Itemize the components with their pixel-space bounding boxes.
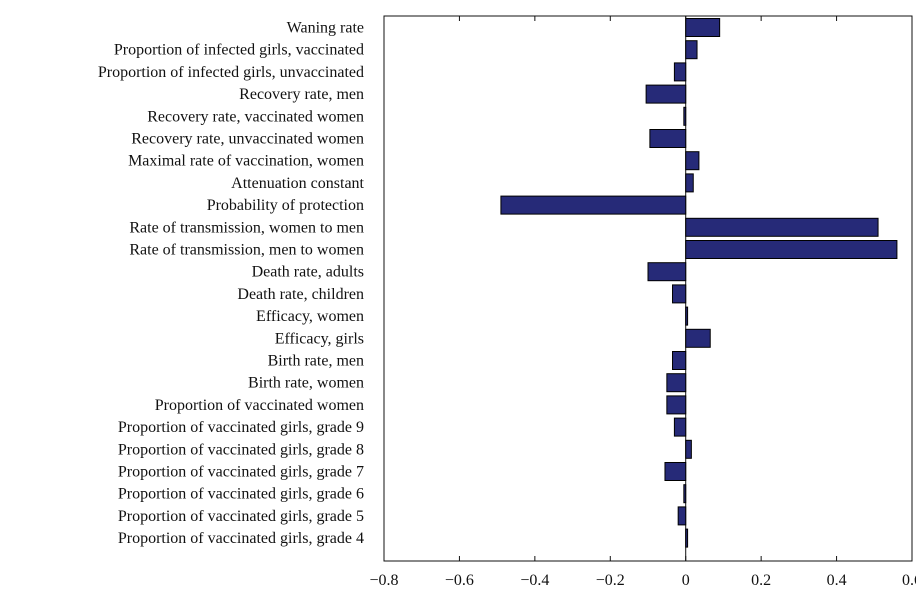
x-axis-ticks: −0.8 −0.6 −0.4 −0.2 0 0.2 0.4 0.6 bbox=[369, 16, 916, 589]
category-label: Proportion of vaccinated girls, grade 5 bbox=[118, 508, 364, 525]
bar bbox=[666, 373, 687, 393]
category-label: Proportion of vaccinated women bbox=[155, 397, 364, 414]
category-label: Death rate, adults bbox=[252, 264, 364, 281]
category-label: Attenuation constant bbox=[231, 175, 364, 192]
bar bbox=[645, 84, 687, 104]
bar bbox=[685, 306, 689, 326]
x-tick-label: −0.4 bbox=[520, 572, 549, 589]
bar-group bbox=[500, 18, 898, 548]
category-label: Proportion of vaccinated girls, grade 4 bbox=[118, 530, 364, 547]
bar bbox=[685, 328, 711, 348]
bar bbox=[672, 284, 687, 304]
category-label: Probability of protection bbox=[207, 197, 364, 214]
x-tick-label: 0.2 bbox=[751, 572, 771, 589]
x-tick-label: −0.8 bbox=[369, 572, 398, 589]
bar bbox=[685, 217, 879, 237]
category-label: Rate of transmission, women to men bbox=[129, 219, 364, 236]
category-label: Proportion of vaccinated girls, grade 9 bbox=[118, 419, 364, 436]
bar bbox=[666, 395, 687, 415]
category-label: Proportion of vaccinated girls, grade 6 bbox=[118, 486, 364, 503]
bar bbox=[685, 151, 700, 171]
bar bbox=[647, 262, 687, 282]
bar bbox=[685, 240, 898, 259]
category-label: Death rate, children bbox=[237, 286, 364, 303]
x-tick-label: 0.4 bbox=[827, 572, 847, 589]
bar bbox=[677, 506, 687, 526]
x-tick-label: 0 bbox=[682, 572, 690, 589]
category-label: Recovery rate, men bbox=[239, 86, 364, 103]
bar bbox=[673, 417, 687, 437]
bar bbox=[500, 195, 687, 215]
bar bbox=[685, 528, 689, 548]
bar bbox=[683, 106, 687, 126]
x-tick-label: −0.2 bbox=[596, 572, 625, 589]
category-label: Proportion of infected girls, vaccinated bbox=[114, 42, 364, 59]
bar bbox=[673, 62, 687, 82]
category-label: Efficacy, girls bbox=[275, 330, 364, 347]
bar bbox=[672, 351, 687, 370]
bar bbox=[649, 129, 687, 148]
category-label: Efficacy, women bbox=[256, 308, 364, 325]
plot-frame bbox=[383, 15, 913, 562]
x-tick-label: 0.6 bbox=[902, 572, 916, 589]
category-label: Birth rate, men bbox=[268, 353, 364, 370]
category-label: Proportion of infected girls, unvaccinat… bbox=[98, 64, 364, 81]
bar bbox=[664, 462, 687, 481]
category-label: Recovery rate, vaccinated women bbox=[147, 108, 364, 125]
bar bbox=[685, 173, 694, 193]
category-label: Birth rate, women bbox=[248, 375, 364, 392]
category-label-group: Waning rate Proportion of infected girls,… bbox=[98, 20, 365, 548]
category-label: Recovery rate, unvaccinated women bbox=[131, 131, 364, 148]
x-tick-label: −0.6 bbox=[445, 572, 474, 589]
category-label: Proportion of vaccinated girls, grade 8 bbox=[118, 441, 364, 458]
bar bbox=[685, 439, 692, 459]
bar bbox=[685, 40, 698, 60]
category-label: Proportion of vaccinated girls, grade 7 bbox=[118, 464, 364, 481]
category-label: Rate of transmission, men to women bbox=[129, 242, 364, 259]
category-label: Maximal rate of vaccination, women bbox=[128, 153, 364, 170]
bar bbox=[683, 484, 687, 504]
bar bbox=[685, 18, 721, 37]
category-label: Waning rate bbox=[287, 20, 364, 37]
